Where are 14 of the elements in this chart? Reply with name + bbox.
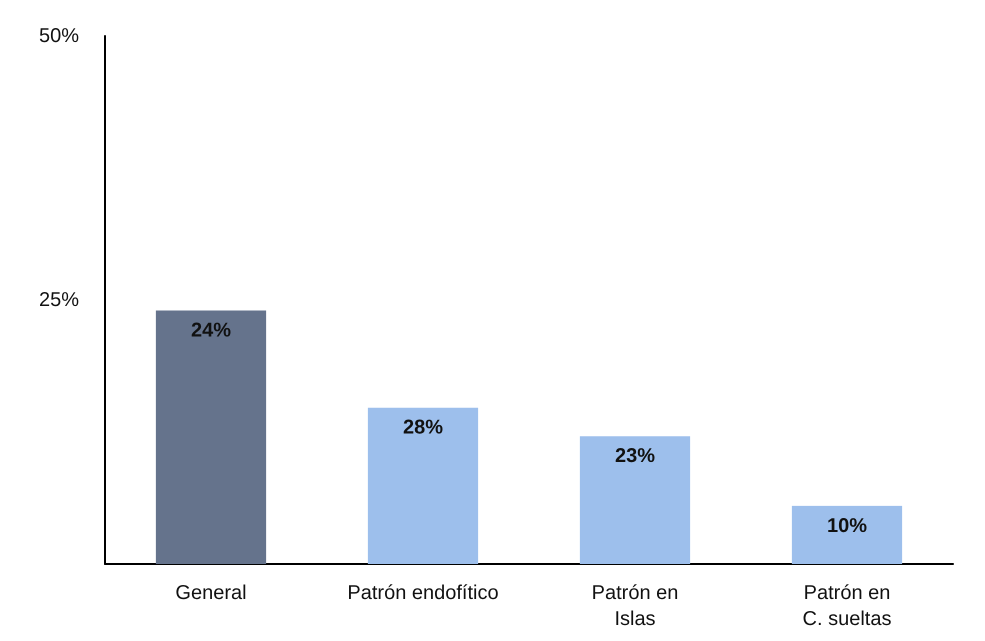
y-tick-label: 25% (38, 289, 80, 311)
bar (580, 436, 690, 564)
bar (368, 408, 478, 564)
annotation: 10% (826, 514, 868, 537)
y-tick-label: 50% (38, 25, 80, 47)
annotation: 23% (614, 445, 656, 468)
annotation: 28% (402, 416, 444, 439)
x-tick-label: Patrón en Islas (592, 582, 678, 630)
annotation: 24% (190, 320, 232, 342)
x-tick-label: Patrón endofítico (347, 582, 499, 604)
x-tick-label: Patrón en C. sueltas (802, 582, 892, 630)
bar (792, 506, 902, 564)
bar (156, 310, 266, 564)
x-tick-label: General (175, 582, 247, 604)
